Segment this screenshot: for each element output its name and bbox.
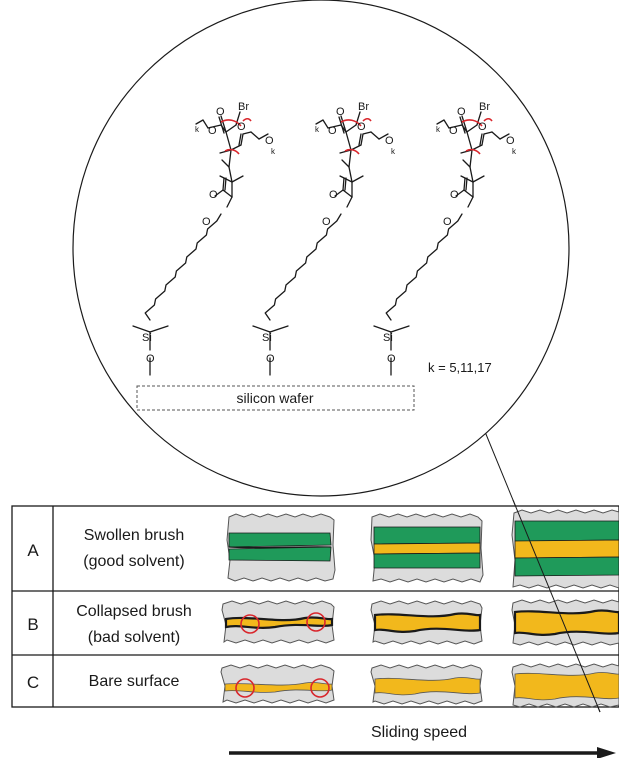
contact-marker: [240, 614, 260, 634]
carbonyl-oxygen-label: O: [329, 189, 338, 201]
row-b-label-line1: Collapsed brush: [76, 603, 192, 620]
k-subscript-label: k: [436, 125, 441, 134]
cell-a-slow: [226, 513, 336, 582]
ester-oxygen-label: O: [322, 216, 331, 228]
cell-a-medium: [370, 513, 484, 583]
carbonyl-oxygen-label: O: [216, 106, 225, 118]
carbonyl-oxygen-label: O: [478, 121, 487, 133]
k-subscript-label: k: [315, 125, 320, 134]
ester-oxygen-label: O: [385, 135, 394, 147]
ester-oxygen-label: O: [443, 216, 452, 228]
row-c-label: Bare surface: [89, 673, 180, 690]
k-subscript-label: k: [271, 147, 276, 156]
carbonyl-oxygen-label: O: [237, 121, 246, 133]
ester-oxygen-label: O: [328, 125, 337, 137]
bromine-label: Br: [238, 101, 249, 113]
contact-marker: [310, 678, 330, 698]
row-a-label-line2: (good solvent): [83, 553, 184, 570]
ester-oxygen-label: O: [202, 216, 211, 228]
cell-a-fast: [511, 509, 619, 589]
carbonyl-oxygen-label: O: [336, 106, 345, 118]
k-subscript-label: k: [512, 147, 517, 156]
cell-b-slow: [221, 600, 335, 644]
silicon-label: Si: [142, 332, 152, 344]
cell-c-slow: [220, 664, 335, 704]
row-a-letter: A: [27, 541, 39, 560]
k-values-label: k = 5,11,17: [428, 360, 492, 375]
magnifier-circle: [72, 0, 570, 497]
silicon-wafer-label: silicon wafer: [236, 390, 313, 406]
ester-oxygen-label: O: [208, 125, 217, 137]
carbonyl-oxygen-label: O: [357, 121, 366, 133]
cell-c-medium: [370, 664, 483, 705]
ester-oxygen-label: O: [265, 135, 274, 147]
silicon-label: Si: [383, 332, 393, 344]
cell-b-fast: [511, 599, 619, 646]
row-b-label-line2: (bad solvent): [88, 629, 181, 646]
bromine-label: Br: [358, 101, 369, 113]
k-subscript-label: k: [391, 147, 396, 156]
silicon-label: Si: [262, 332, 272, 344]
surface-oxygen-label: O: [266, 353, 275, 365]
silicon-wafer-box: [136, 385, 415, 411]
sliding-speed-label: Sliding speed: [371, 724, 467, 741]
k-subscript-label: k: [195, 125, 200, 134]
zoom-connector-front: [512, 499, 601, 713]
contact-marker: [235, 678, 255, 698]
cell-c-fast: [511, 663, 619, 708]
sliding-speed-arrowhead: [597, 747, 616, 758]
ester-oxygen-label: O: [506, 135, 515, 147]
row-c-letter: C: [27, 673, 39, 692]
surface-oxygen-label: O: [146, 353, 155, 365]
carbonyl-oxygen-label: O: [457, 106, 466, 118]
bromine-label: Br: [479, 101, 490, 113]
carbonyl-oxygen-label: O: [450, 189, 459, 201]
carbonyl-oxygen-label: O: [209, 189, 218, 201]
contact-marker: [306, 612, 326, 632]
ester-oxygen-label: O: [449, 125, 458, 137]
surface-oxygen-label: O: [387, 353, 396, 365]
row-b-letter: B: [27, 615, 38, 634]
row-a-label-line1: Swollen brush: [84, 527, 185, 544]
cell-b-medium: [370, 600, 483, 645]
